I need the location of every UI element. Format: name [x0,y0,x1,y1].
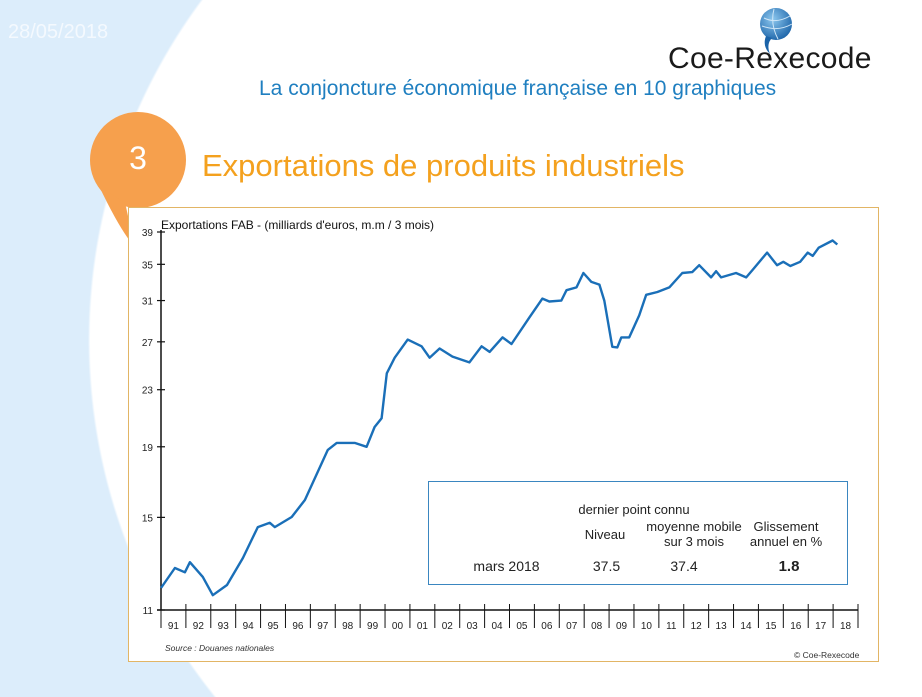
x-tick-label: 14 [740,621,752,632]
col-glissement: Glissement annuel en % [741,519,831,549]
y-tick-label: 15 [142,513,154,524]
series-line-exportations [160,239,839,597]
x-tick-label: 95 [267,621,279,632]
y-tick-label: 35 [142,260,154,271]
x-tick-label: 00 [392,621,404,632]
x-tick-label: 96 [292,621,304,632]
brand-name: Coe-Rexecode [668,42,872,75]
speech-bubble-icon [90,112,186,245]
section-number: 3 [129,140,147,176]
chart-title: Exportations FAB - (milliards d'euros, m… [161,218,434,232]
x-tick-label: 10 [641,621,653,632]
y-tick-label: 11 [143,606,154,617]
x-tick-label: 11 [666,621,677,632]
x-tick-label: 12 [691,621,703,632]
x-tick-label: 05 [516,621,528,632]
date-label: 28/05/2018 [8,21,109,43]
x-tick-label: 93 [218,621,230,632]
col-mm-line1: moyenne mobile [646,519,742,534]
x-tick-label: 03 [467,621,479,632]
x-tick-label: 16 [790,621,802,632]
x-tick-label: 08 [591,621,603,632]
globe-logo-icon [760,8,793,54]
value-glissement: 1.8 [778,558,800,575]
col-niveau: Niveau [584,527,626,542]
x-tick-label: 99 [367,621,379,632]
x-tick-label: 15 [765,621,777,632]
x-tick-label: 07 [566,621,578,632]
x-tick-label: 01 [417,621,429,632]
x-tick-label: 04 [491,621,503,632]
col-gliss-line2: annuel en % [749,534,823,549]
section-title: Exportations de produits industriels [202,148,685,183]
x-tick-label: 97 [317,621,329,632]
latest-point-table: dernier point connu Niveau moyenne mobil… [428,481,848,585]
col-moyenne-mobile: moyenne mobile sur 3 mois [639,519,749,549]
table-header: dernier point connu [578,502,690,517]
col-mm-line2: sur 3 mois [664,534,724,549]
x-tick-label: 94 [243,621,255,632]
value-moyenne-mobile: 37.4 [670,558,698,574]
row-label: mars 2018 [473,558,540,574]
y-tick-label: 31 [142,297,154,308]
col-gliss-line1: Glissement [753,519,819,534]
x-tick-label: 13 [716,621,728,632]
y-tick-label: 23 [142,386,154,397]
x-tick-label: 92 [193,621,205,632]
x-tick-label: 98 [342,621,354,632]
x-tick-label: 02 [442,621,454,632]
x-tick-label: 91 [168,621,180,632]
y-tick-label: 27 [142,338,154,349]
chart-frame [128,207,879,662]
page-subtitle: La conjoncture économique française en 1… [259,77,777,100]
y-tick-label: 19 [142,443,154,454]
x-tick-label: 09 [616,621,628,632]
copyright-note: © Coe-Rexecode [794,650,860,660]
source-note: Source : Douanes nationales [165,643,275,653]
value-niveau: 37.5 [592,558,621,574]
x-tick-label: 17 [815,621,827,632]
x-tick-label: 06 [541,621,553,632]
y-tick-label: 39 [142,228,154,239]
x-tick-label: 18 [840,621,852,632]
